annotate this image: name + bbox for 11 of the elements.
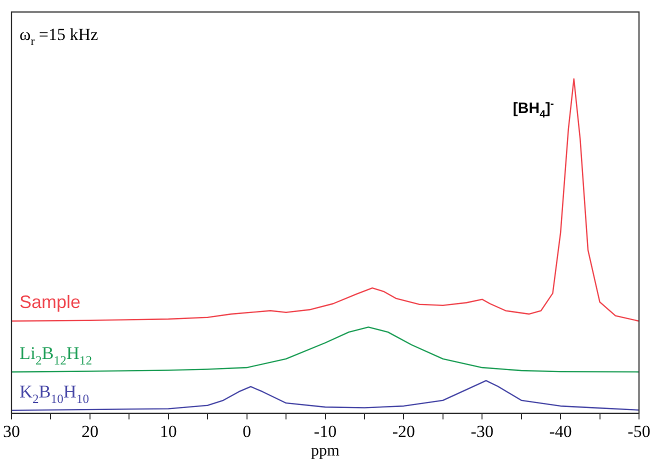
x-axis-title: ppm	[311, 442, 340, 460]
x-tick-label: -10	[314, 422, 337, 442]
x-tick-label: -30	[470, 422, 494, 442]
x-tick-label: 0	[242, 422, 252, 442]
series-label: Sample	[20, 292, 81, 312]
x-tick-label: -20	[392, 422, 416, 442]
x-tick-label: -50	[628, 422, 650, 442]
x-tick-label: 30	[3, 422, 20, 442]
x-tick-label: 10	[160, 422, 177, 442]
x-tick-label: -40	[549, 422, 572, 442]
x-tick-label: 20	[81, 422, 98, 442]
